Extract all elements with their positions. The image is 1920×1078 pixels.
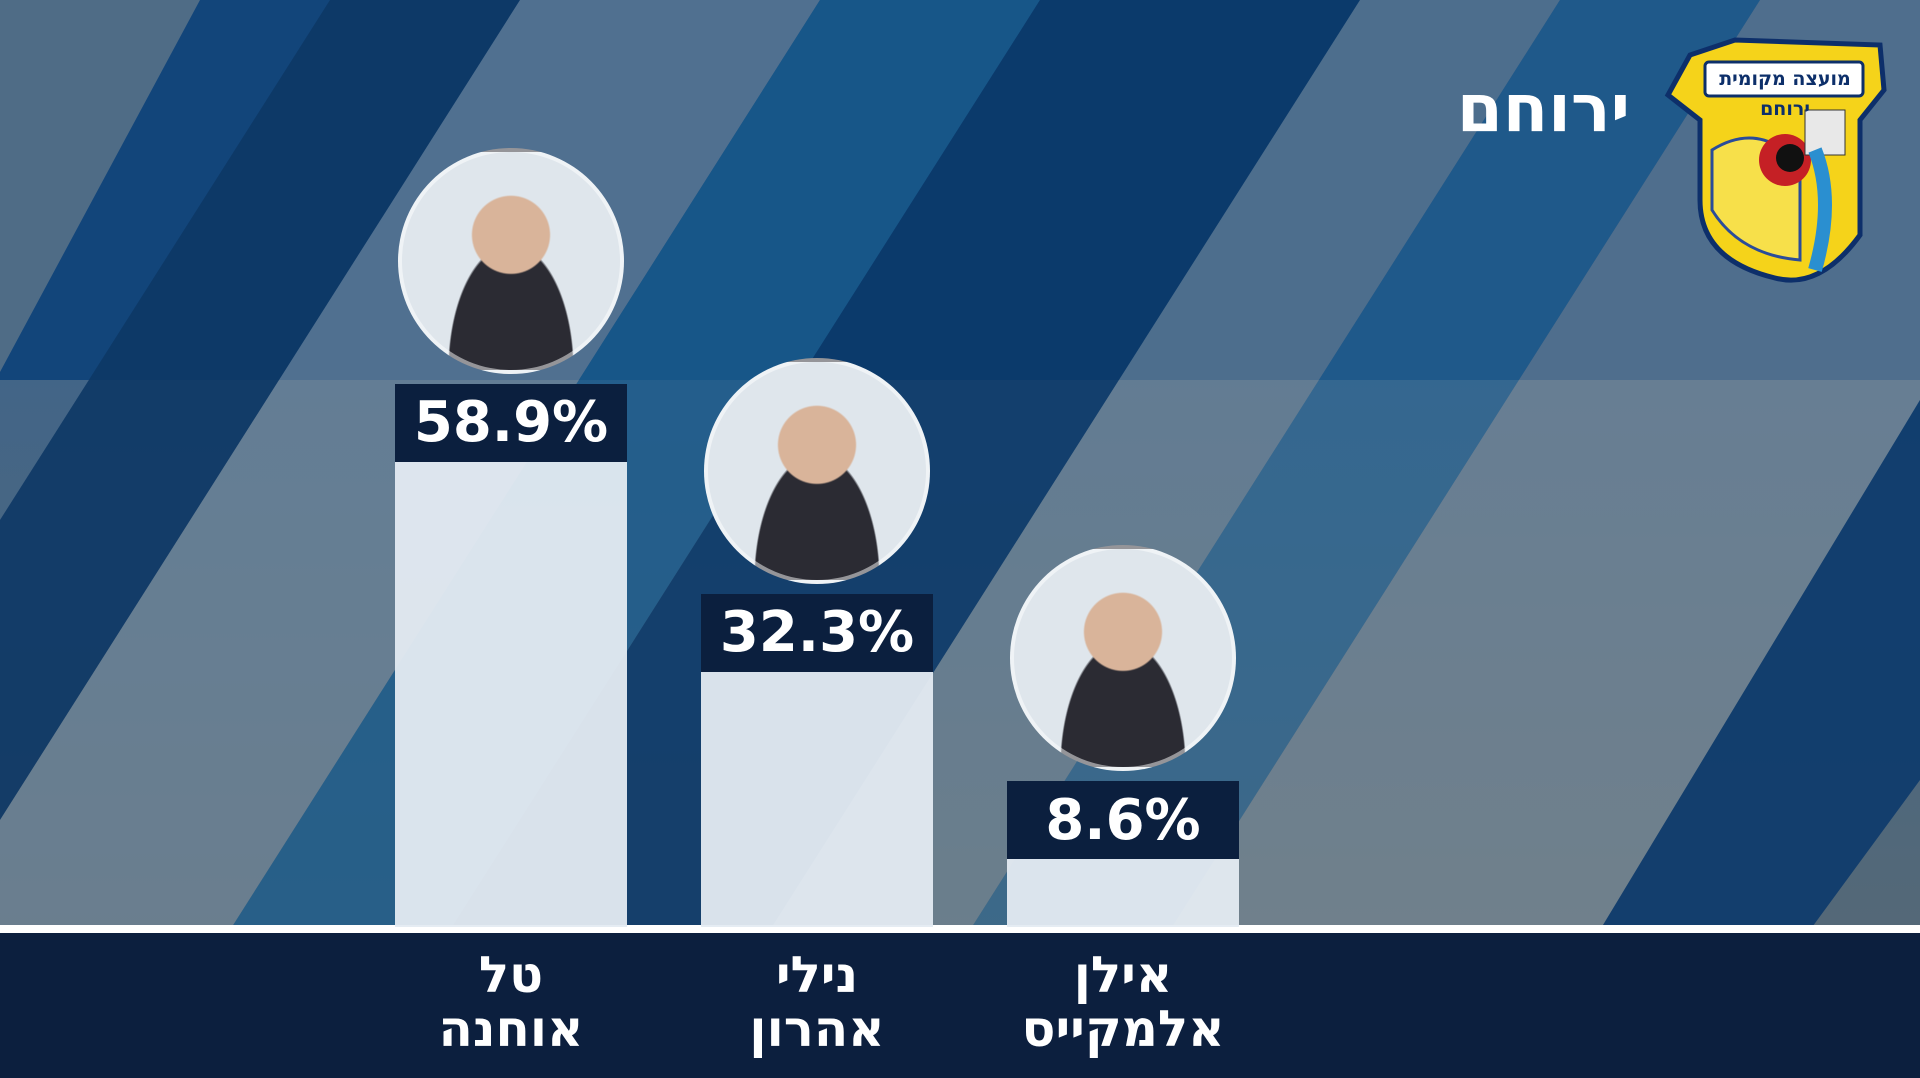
stripe <box>0 0 200 372</box>
bar <box>701 671 933 927</box>
stripe <box>1600 400 1920 930</box>
value-label: 32.3% <box>701 593 933 672</box>
chart-title: ירוחם <box>1456 70 1630 147</box>
logo <box>1664 37 1887 283</box>
stripe <box>770 0 1560 930</box>
candidate-photo <box>1010 545 1236 772</box>
x-tick-label: נילי אהרון <box>749 946 885 1058</box>
candidate-photo <box>398 147 624 374</box>
candidate-photo <box>704 357 930 584</box>
bar <box>1007 859 1239 927</box>
x-tick-label: טל אוחנה <box>438 946 584 1058</box>
baseline <box>0 925 1920 933</box>
footer-band <box>0 927 1920 1078</box>
x-tick-label: אילן אלמקייס <box>1021 946 1225 1058</box>
logo-text: מועצה מקומית ירוחם <box>1719 68 1851 120</box>
value-label: 8.6% <box>1007 781 1239 860</box>
bar <box>395 461 627 927</box>
value-label: 58.9% <box>395 383 627 462</box>
